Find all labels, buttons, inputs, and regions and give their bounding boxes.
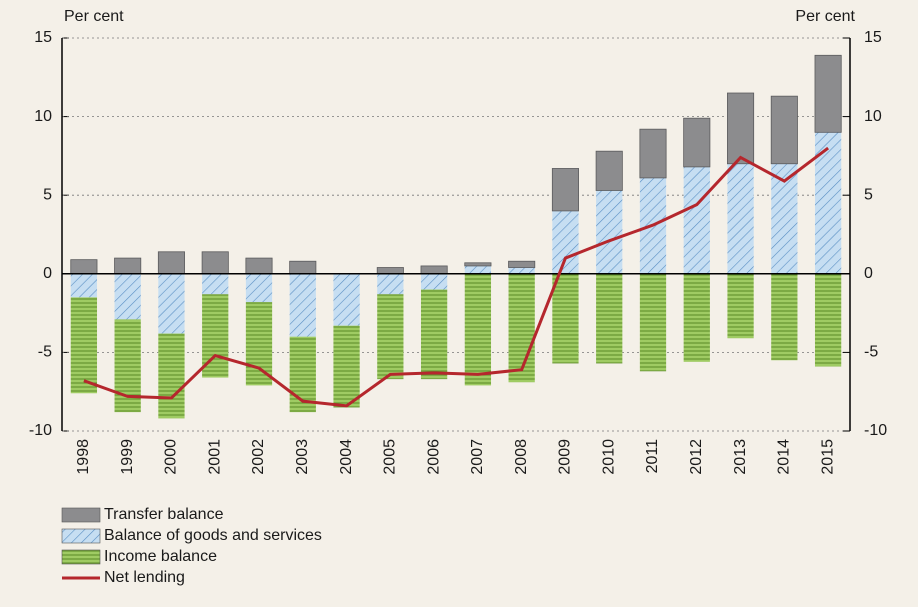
x-tick-label: 2005 xyxy=(382,439,399,475)
bar xyxy=(70,297,98,394)
bar xyxy=(727,163,754,274)
bar xyxy=(114,273,141,320)
x-tick-label: 2014 xyxy=(776,439,793,475)
y-tick-label: -10 xyxy=(29,422,52,439)
legend-label: Transfer balance xyxy=(104,506,224,523)
bar xyxy=(683,166,710,274)
bar xyxy=(202,273,229,295)
y-tick-label: 5 xyxy=(43,186,52,203)
line xyxy=(83,146,830,408)
bar xyxy=(114,257,142,275)
legend-label: Net lending xyxy=(104,569,185,586)
bar xyxy=(464,262,492,267)
bar xyxy=(814,273,842,367)
bar xyxy=(245,257,273,275)
bar xyxy=(770,95,798,165)
x-tick-label: 2010 xyxy=(600,439,617,475)
bar xyxy=(201,251,229,275)
x-tick-label: 2001 xyxy=(206,439,223,475)
bar xyxy=(420,273,448,290)
y-tick-label: 15 xyxy=(34,29,52,46)
y-tick-label: -5 xyxy=(38,344,52,361)
x-tick-label: 2003 xyxy=(294,439,311,475)
bar xyxy=(420,289,448,380)
bar xyxy=(596,273,623,364)
bar xyxy=(70,273,98,298)
x-tick-label: 2004 xyxy=(338,439,355,475)
bar xyxy=(508,267,535,274)
bar xyxy=(639,128,667,179)
bar xyxy=(157,251,185,275)
x-tick-label: 2007 xyxy=(469,439,486,475)
x-tick-label: 2015 xyxy=(819,439,836,475)
bar xyxy=(508,260,536,268)
bar xyxy=(420,265,448,275)
x-tick-label: 2012 xyxy=(688,439,705,475)
bar xyxy=(595,150,623,191)
y-tick-label: 10 xyxy=(34,108,52,125)
y2-tick-label: -5 xyxy=(864,344,878,361)
x-tick-label: 2002 xyxy=(250,439,267,475)
bar xyxy=(464,273,492,386)
legend-swatch xyxy=(61,507,101,523)
bar xyxy=(464,265,492,274)
x-tick-label: 2013 xyxy=(732,439,749,475)
legend-swatch xyxy=(61,549,101,565)
bar xyxy=(70,259,98,275)
bar xyxy=(377,294,404,380)
bar xyxy=(727,273,754,339)
y-tick-label: 0 xyxy=(43,265,52,282)
y2-tick-label: 10 xyxy=(864,108,882,125)
x-tick-label: 2011 xyxy=(644,439,661,474)
bar xyxy=(551,168,579,212)
x-tick-label: 1998 xyxy=(75,439,92,475)
bar xyxy=(814,54,842,133)
bar xyxy=(596,190,623,274)
bar xyxy=(333,325,360,408)
x-tick-label: 2008 xyxy=(513,439,530,475)
bar xyxy=(508,273,535,383)
legend-label: Balance of goods and services xyxy=(104,527,322,544)
bar xyxy=(639,273,667,372)
bar xyxy=(158,273,185,334)
legend-label: Income balance xyxy=(104,548,217,565)
bar xyxy=(289,260,317,275)
x-tick-label: 2006 xyxy=(425,439,442,475)
x-tick-label: 2009 xyxy=(557,439,574,475)
bar xyxy=(727,92,755,165)
bar xyxy=(552,210,579,274)
y2-axis-label: Per cent xyxy=(795,8,855,25)
bar xyxy=(333,273,360,326)
x-tick-label: 2000 xyxy=(163,439,180,475)
bar xyxy=(158,333,185,419)
bar xyxy=(289,273,316,337)
bar xyxy=(245,273,273,303)
bar xyxy=(552,273,579,364)
bar xyxy=(683,117,711,168)
legend-swatch xyxy=(61,528,101,544)
bar xyxy=(683,273,710,362)
bar xyxy=(245,302,273,386)
bar xyxy=(376,267,404,275)
x-tick-label: 1999 xyxy=(119,439,136,475)
y2-tick-label: 15 xyxy=(864,29,882,46)
y2-tick-label: 5 xyxy=(864,186,873,203)
y2-tick-label: -10 xyxy=(864,422,887,439)
bar xyxy=(771,273,798,361)
y2-tick-label: 0 xyxy=(864,265,873,282)
bar xyxy=(377,273,404,295)
y-axis-label: Per cent xyxy=(64,8,124,25)
